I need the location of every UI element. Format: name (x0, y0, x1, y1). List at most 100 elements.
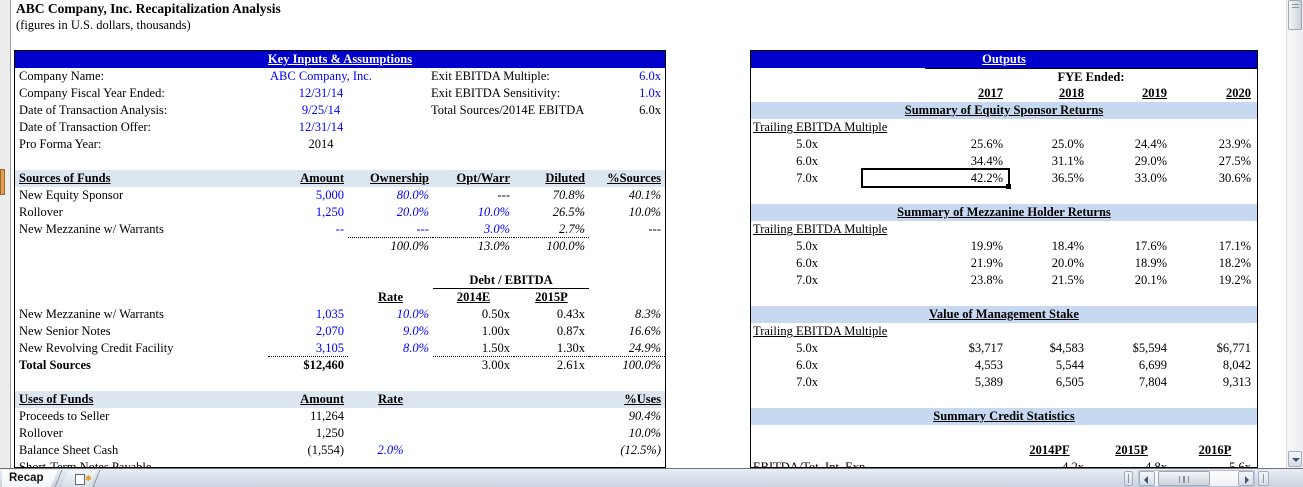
column-header-year[interactable]: 2014PF (1029, 443, 1070, 457)
cell-total-value[interactable]: $12,460 (303, 358, 344, 372)
cell-total-value[interactable]: 100.0% (390, 239, 429, 253)
cell-value[interactable]: 6,699 (1138, 358, 1167, 372)
column-header[interactable]: %Uses (624, 392, 661, 406)
cell-value[interactable]: 24.9% (589, 340, 665, 357)
section-header-mezzanine-holder-returns[interactable]: Summary of Mezzanine Holder Returns (751, 204, 1257, 221)
cell-label[interactable]: EBITDA/Tot. Int. Exp. (753, 460, 869, 468)
fill-handle[interactable] (1006, 184, 1011, 189)
cell-value[interactable]: 27.5% (1218, 154, 1251, 168)
trailing-ebitda-multiple-label[interactable]: Trailing EBITDA Multiple (753, 324, 888, 338)
column-header-year[interactable]: 2018 (1059, 86, 1084, 100)
cell-multiple[interactable]: 7.0x (796, 375, 818, 389)
cell-value[interactable]: $4,583 (1049, 341, 1084, 355)
cell-total-value[interactable]: 100.0% (622, 358, 661, 372)
column-header-year[interactable]: 2016P (1198, 443, 1232, 457)
column-header[interactable]: Rate (378, 290, 403, 304)
cell-label[interactable]: Date of Transaction Analysis: (19, 103, 168, 117)
cell-input-value[interactable]: 12/31/14 (298, 86, 344, 100)
outputs-header-band[interactable]: Outputs (751, 51, 1257, 68)
cell-label[interactable]: Pro Forma Year: (19, 137, 102, 151)
cell-value[interactable]: 16.6% (628, 324, 661, 338)
cell-value[interactable]: 8,042 (1222, 358, 1251, 372)
cell-total-value[interactable]: 2.61x (556, 358, 585, 372)
cell-label[interactable]: Company Name: (19, 69, 105, 83)
cell-label[interactable]: New Equity Sponsor (19, 188, 124, 202)
selected-cell-indicator[interactable] (861, 168, 1011, 189)
cell-value[interactable]: 0.43x (556, 307, 585, 321)
cell-value[interactable]: 21.9% (970, 256, 1003, 270)
cell-value[interactable]: 23.9% (1218, 137, 1251, 151)
cell-multiple[interactable]: 5.0x (796, 341, 818, 355)
sheet-tab-recap[interactable]: Recap (2, 470, 58, 487)
cell-input-value[interactable]: 9/25/14 (301, 103, 341, 117)
cell-value[interactable]: 1.30x (514, 340, 589, 357)
cell-value[interactable]: 33.0% (1134, 171, 1167, 185)
cell-total-value[interactable]: 100.0% (546, 239, 585, 253)
column-header-year[interactable]: 2019 (1142, 86, 1167, 100)
cell-value[interactable]: 0.50x (481, 307, 510, 321)
column-header[interactable]: Amount (300, 392, 344, 406)
cell-label[interactable]: Total Sources/2014E EBITDA (431, 103, 585, 117)
cell-value[interactable]: 21.5% (1051, 273, 1084, 287)
cell-label[interactable]: New Senior Notes (19, 324, 111, 338)
cell-value[interactable]: 7,804 (1138, 375, 1167, 389)
cell-value[interactable]: $3,717 (968, 341, 1003, 355)
column-header[interactable]: Ownership (369, 171, 429, 185)
cell-input-value[interactable]: 2.0% (377, 443, 404, 457)
insert-worksheet-tab[interactable]: ✱ (61, 470, 97, 487)
scroll-right-button[interactable] (1238, 471, 1254, 486)
cell-value[interactable]: 36.5% (1051, 171, 1084, 185)
cell-value[interactable]: 10.0% (628, 205, 661, 219)
cell-value[interactable]: 18.4% (1051, 239, 1084, 253)
cell-value[interactable]: 4,553 (974, 358, 1003, 372)
cell-value[interactable]: 1.50x (433, 340, 514, 357)
column-header[interactable]: Opt/Warr (456, 171, 510, 185)
horizontal-scrollbar-thumb[interactable] (1158, 471, 1210, 486)
page-subtitle[interactable]: (figures in U.S. dollars, thousands) (16, 18, 191, 32)
cell-input-value[interactable]: 20.0% (396, 205, 429, 219)
column-header[interactable]: Uses of Funds (19, 392, 94, 406)
section-header-equity-sponsor-returns[interactable]: Summary of Equity Sponsor Returns (751, 102, 1257, 119)
trailing-ebitda-multiple-label[interactable]: Trailing EBITDA Multiple (753, 120, 888, 134)
cell-label[interactable]: New Mezzanine w/ Warrants (19, 307, 164, 321)
cell-value[interactable]: 5,389 (974, 375, 1003, 389)
cell-value[interactable]: 1,250 (315, 426, 344, 440)
cell-multiple[interactable]: 6.0x (796, 154, 818, 168)
cell-input-value[interactable]: 1,035 (315, 307, 344, 321)
column-header[interactable]: %Sources (607, 171, 661, 185)
cell-value[interactable]: 5.6x (1229, 460, 1251, 468)
column-header-year[interactable]: 2020 (1226, 86, 1251, 100)
selected-cell[interactable]: 42.2% (970, 171, 1003, 185)
cell-value[interactable]: $5,594 (1132, 341, 1167, 355)
cell-value[interactable]: 6,505 (1055, 375, 1084, 389)
cell-value[interactable]: 2014 (308, 137, 334, 151)
cell-input-value[interactable]: 3.0% (433, 221, 514, 238)
cell-input-value[interactable]: 2,070 (315, 324, 344, 338)
cell-input-value[interactable]: 1,250 (315, 205, 344, 219)
cell-total-value[interactable]: 3.00x (481, 358, 510, 372)
cell-empty[interactable] (348, 425, 433, 442)
cell-value[interactable]: 17.1% (1218, 239, 1251, 253)
cell-label[interactable]: Proceeds to Seller (19, 409, 110, 423)
cell-value[interactable]: 70.8% (552, 188, 585, 202)
cell-value[interactable]: 20.0% (1051, 256, 1084, 270)
column-header[interactable]: Sources of Funds (19, 171, 111, 185)
cell-value[interactable]: 1.00x (481, 324, 510, 338)
cell-value[interactable]: 20.1% (1134, 273, 1167, 287)
cell-input-value[interactable]: -- (335, 460, 344, 468)
cell-value[interactable]: 17.6% (1134, 239, 1167, 253)
cell-value[interactable]: 4.8x (1145, 460, 1167, 468)
cell-label[interactable]: Rollover (19, 205, 63, 219)
cell-value[interactable]: --- (648, 460, 662, 468)
cell-empty[interactable] (589, 238, 665, 255)
cell-value[interactable]: 90.4% (628, 409, 661, 423)
cell-label[interactable]: Company Fiscal Year Ended: (19, 86, 165, 100)
cell-value[interactable]: (12.5%) (620, 443, 661, 457)
cell-value[interactable]: 25.6% (970, 137, 1003, 151)
cell-empty[interactable] (348, 408, 433, 425)
tab-split-handle[interactable] (1124, 471, 1133, 486)
cell-input-value[interactable]: 5,000 (315, 188, 344, 202)
cell-empty[interactable] (348, 357, 433, 374)
cell-input-value[interactable]: 10.0% (396, 307, 429, 321)
cell-value[interactable]: 25.0% (1051, 137, 1084, 151)
